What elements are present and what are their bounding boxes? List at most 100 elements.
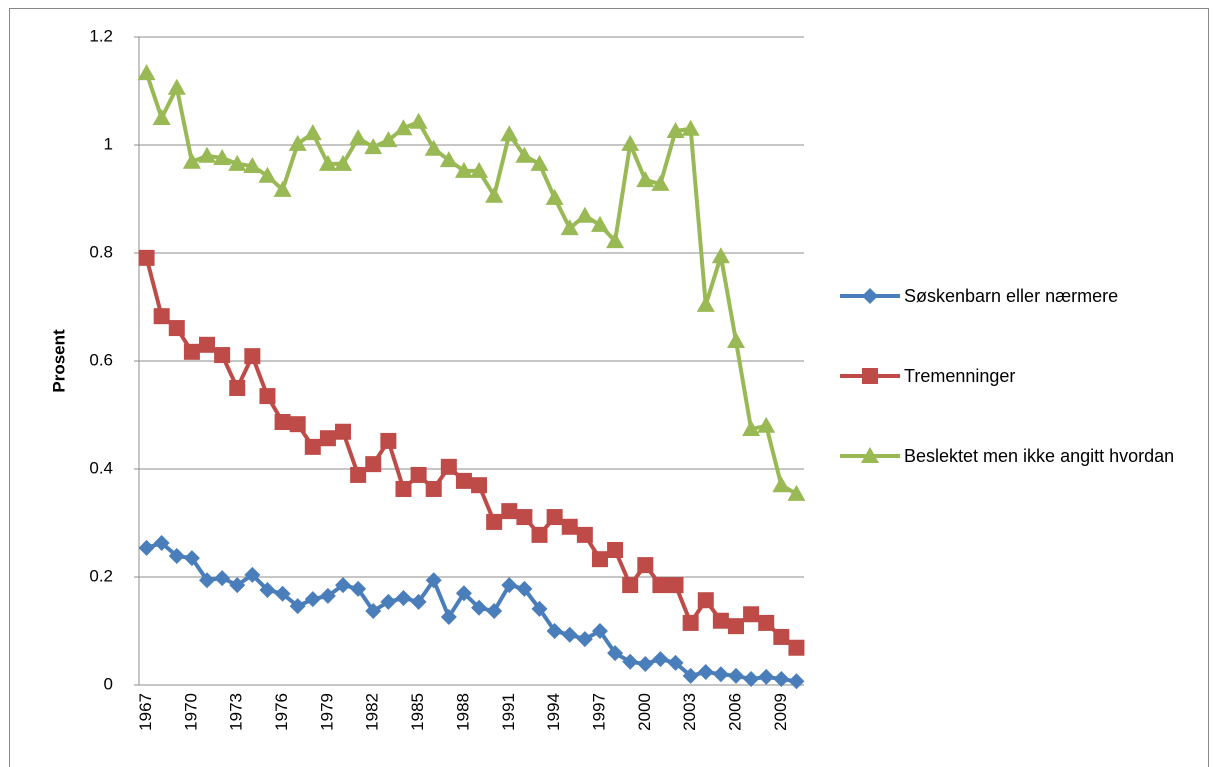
- marker: [350, 580, 367, 597]
- marker: [288, 134, 307, 151]
- marker: [304, 438, 321, 455]
- marker: [697, 592, 714, 609]
- legend-item: Søskenbarn eller nærmere: [838, 280, 1208, 312]
- marker: [862, 368, 878, 384]
- marker: [379, 131, 398, 148]
- marker: [486, 603, 503, 620]
- marker: [319, 430, 336, 447]
- marker: [470, 161, 489, 178]
- marker: [258, 166, 277, 183]
- marker: [515, 146, 534, 163]
- marker: [500, 125, 519, 142]
- marker: [516, 509, 533, 526]
- marker: [425, 572, 442, 589]
- x-tick-label: 1967: [136, 693, 155, 731]
- series-line: [144, 257, 798, 650]
- marker: [395, 480, 412, 497]
- marker: [590, 215, 609, 232]
- marker: [681, 119, 700, 136]
- marker: [199, 336, 216, 353]
- marker: [727, 667, 744, 684]
- marker: [229, 380, 246, 396]
- marker: [652, 651, 669, 668]
- legend-item: Beslektet men ikke angitt hvordan: [838, 440, 1208, 472]
- x-tick-label: 1982: [363, 693, 382, 731]
- marker: [409, 112, 428, 129]
- marker: [319, 587, 336, 604]
- x-tick-label: 1988: [453, 693, 472, 731]
- marker: [289, 598, 306, 615]
- marker: [182, 152, 201, 169]
- marker: [425, 480, 442, 497]
- x-tick-label: 2003: [680, 693, 699, 731]
- marker: [576, 631, 593, 648]
- x-tick-label: 1991: [499, 693, 518, 731]
- marker: [289, 416, 306, 433]
- marker: [455, 585, 472, 602]
- marker: [274, 414, 291, 431]
- y-tick-label: 0.8: [89, 242, 113, 261]
- marker: [471, 599, 488, 616]
- y-axis-title: Prosent: [49, 329, 68, 393]
- marker: [303, 124, 322, 141]
- marker: [273, 180, 292, 197]
- marker: [682, 614, 699, 631]
- marker: [228, 154, 247, 171]
- marker: [757, 416, 776, 433]
- marker: [501, 577, 518, 594]
- marker: [576, 526, 593, 543]
- marker: [350, 466, 367, 483]
- marker: [153, 534, 170, 551]
- chart-border: [9, 8, 1209, 767]
- x-tick-label: 2000: [635, 693, 654, 731]
- marker: [607, 645, 624, 662]
- marker: [214, 570, 231, 587]
- marker: [439, 151, 458, 168]
- marker: [772, 476, 791, 493]
- marker: [621, 134, 640, 151]
- marker: [138, 249, 155, 266]
- marker: [471, 477, 488, 494]
- marker: [485, 186, 504, 203]
- x-tick-label: 1997: [589, 693, 608, 731]
- marker: [727, 618, 744, 635]
- marker: [168, 320, 185, 337]
- marker: [742, 420, 761, 437]
- legend-item: Tremenninger: [838, 360, 1208, 392]
- marker: [622, 577, 639, 594]
- y-tick-label: 1: [104, 134, 113, 153]
- marker: [229, 577, 246, 594]
- marker: [591, 623, 608, 639]
- marker: [213, 148, 232, 165]
- marker: [530, 154, 549, 171]
- marker: [561, 626, 578, 643]
- marker: [682, 667, 699, 684]
- x-tick-label: 1973: [227, 693, 246, 731]
- marker: [712, 612, 729, 629]
- legend-label: Tremenninger: [904, 366, 1016, 386]
- marker: [546, 509, 563, 526]
- marker: [560, 219, 579, 236]
- marker: [531, 600, 548, 617]
- marker: [758, 668, 775, 685]
- x-tick-label: 1976: [272, 693, 291, 731]
- marker: [486, 513, 503, 530]
- marker: [788, 639, 805, 656]
- marker: [667, 577, 684, 594]
- marker: [531, 526, 548, 543]
- marker: [214, 347, 231, 364]
- marker: [773, 671, 790, 688]
- marker: [153, 308, 170, 325]
- marker: [561, 518, 578, 535]
- marker: [410, 466, 427, 483]
- marker: [349, 128, 368, 145]
- marker: [168, 547, 185, 564]
- marker: [198, 146, 217, 163]
- marker: [545, 188, 564, 205]
- marker: [591, 551, 608, 568]
- marker: [199, 572, 216, 589]
- marker: [243, 157, 262, 174]
- marker: [455, 472, 472, 489]
- marker: [395, 590, 412, 607]
